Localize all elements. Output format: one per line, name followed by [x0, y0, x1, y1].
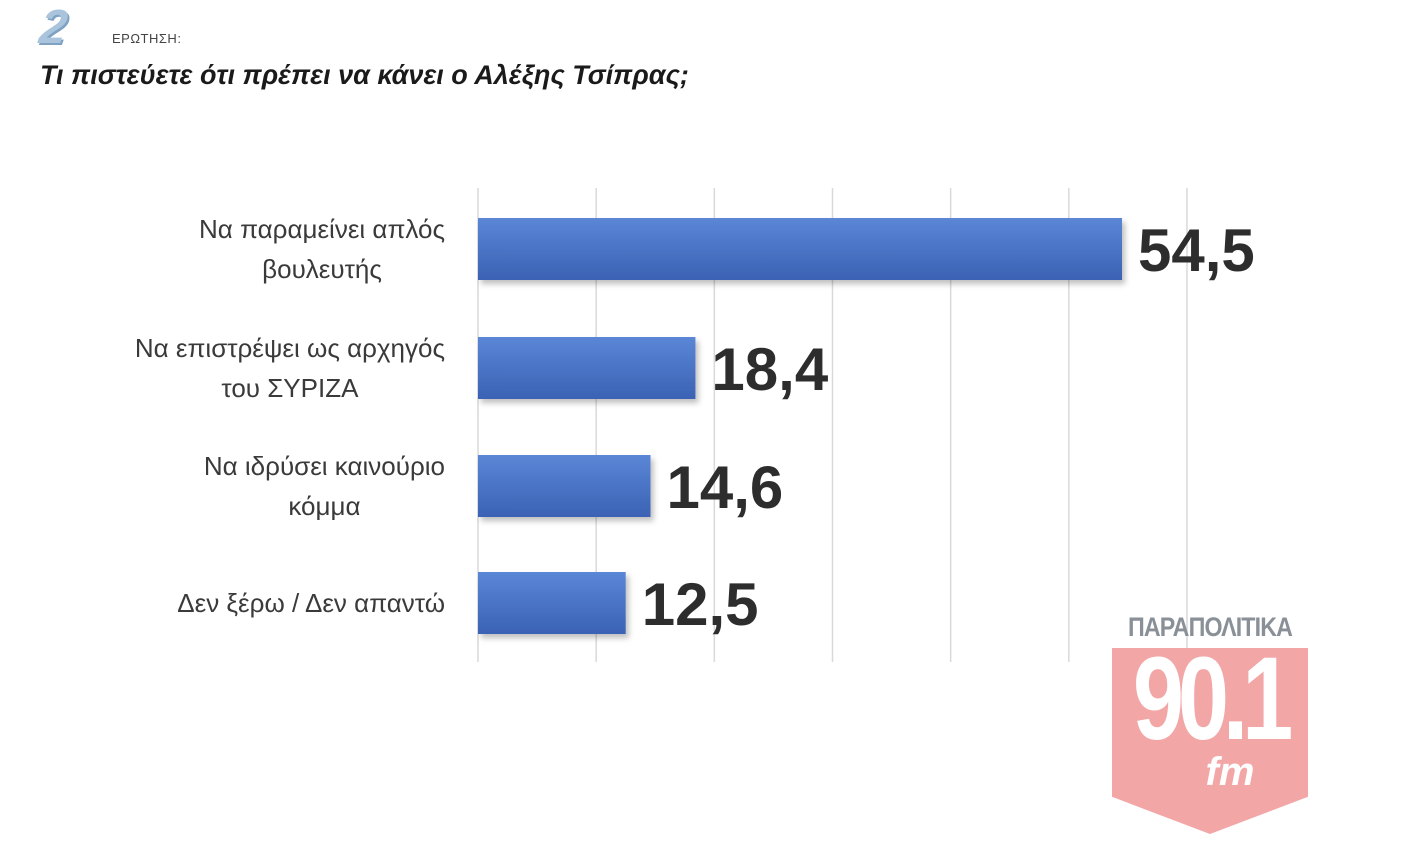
data-label: 18,4 — [711, 336, 828, 403]
category-label-line: κόμμα — [288, 491, 360, 521]
labels: 54,5 Να παραμείνει απλός βουλευτής 18,4 Να ε… — [135, 214, 1255, 638]
bar — [478, 455, 651, 517]
question-label: ΕΡΩΤΗΣΗ: — [112, 31, 182, 46]
bar — [478, 218, 1122, 280]
logo-badge — [1112, 648, 1308, 834]
category-label: Να επιστρέψει ως αρχηγός του ΣΥΡΙΖΑ — [135, 333, 445, 403]
category-label-line: Δεν ξέρω / Δεν απαντώ — [177, 588, 445, 618]
category-label-line: Να ιδρύσει καινούριο — [204, 451, 445, 481]
bars — [478, 218, 1122, 634]
logo-frequency: 90.1 — [1132, 633, 1293, 765]
logo-band: fm — [1205, 750, 1255, 794]
data-label: 54,5 — [1138, 217, 1255, 284]
category-label-line: βουλευτής — [262, 254, 382, 284]
logo-brand-text: ΠΑΡΑΠΟΛΙΤΙΚΑ — [1127, 612, 1293, 642]
bar — [478, 572, 626, 634]
category-label-line: Να παραμείνει απλός — [199, 214, 445, 244]
radio-logo: ΠΑΡΑΠΟΛΙΤΙΚΑ 90.1 fm — [1110, 612, 1310, 834]
chart-title: Τι πιστεύετε ότι πρέπει να κάνει ο Αλέξη… — [40, 60, 689, 90]
data-label: 14,6 — [667, 454, 784, 521]
category-label-line: του ΣΥΡΙΖΑ — [221, 373, 359, 403]
category-label: Δεν ξέρω / Δεν απαντώ — [177, 588, 445, 618]
category-label: Να ιδρύσει καινούριο κόμμα — [204, 451, 445, 521]
data-label: 12,5 — [642, 571, 759, 638]
category-label: Να παραμείνει απλός βουλευτής — [199, 214, 445, 284]
bar — [478, 337, 696, 399]
category-label-line: Να επιστρέψει ως αρχηγός — [135, 333, 445, 363]
